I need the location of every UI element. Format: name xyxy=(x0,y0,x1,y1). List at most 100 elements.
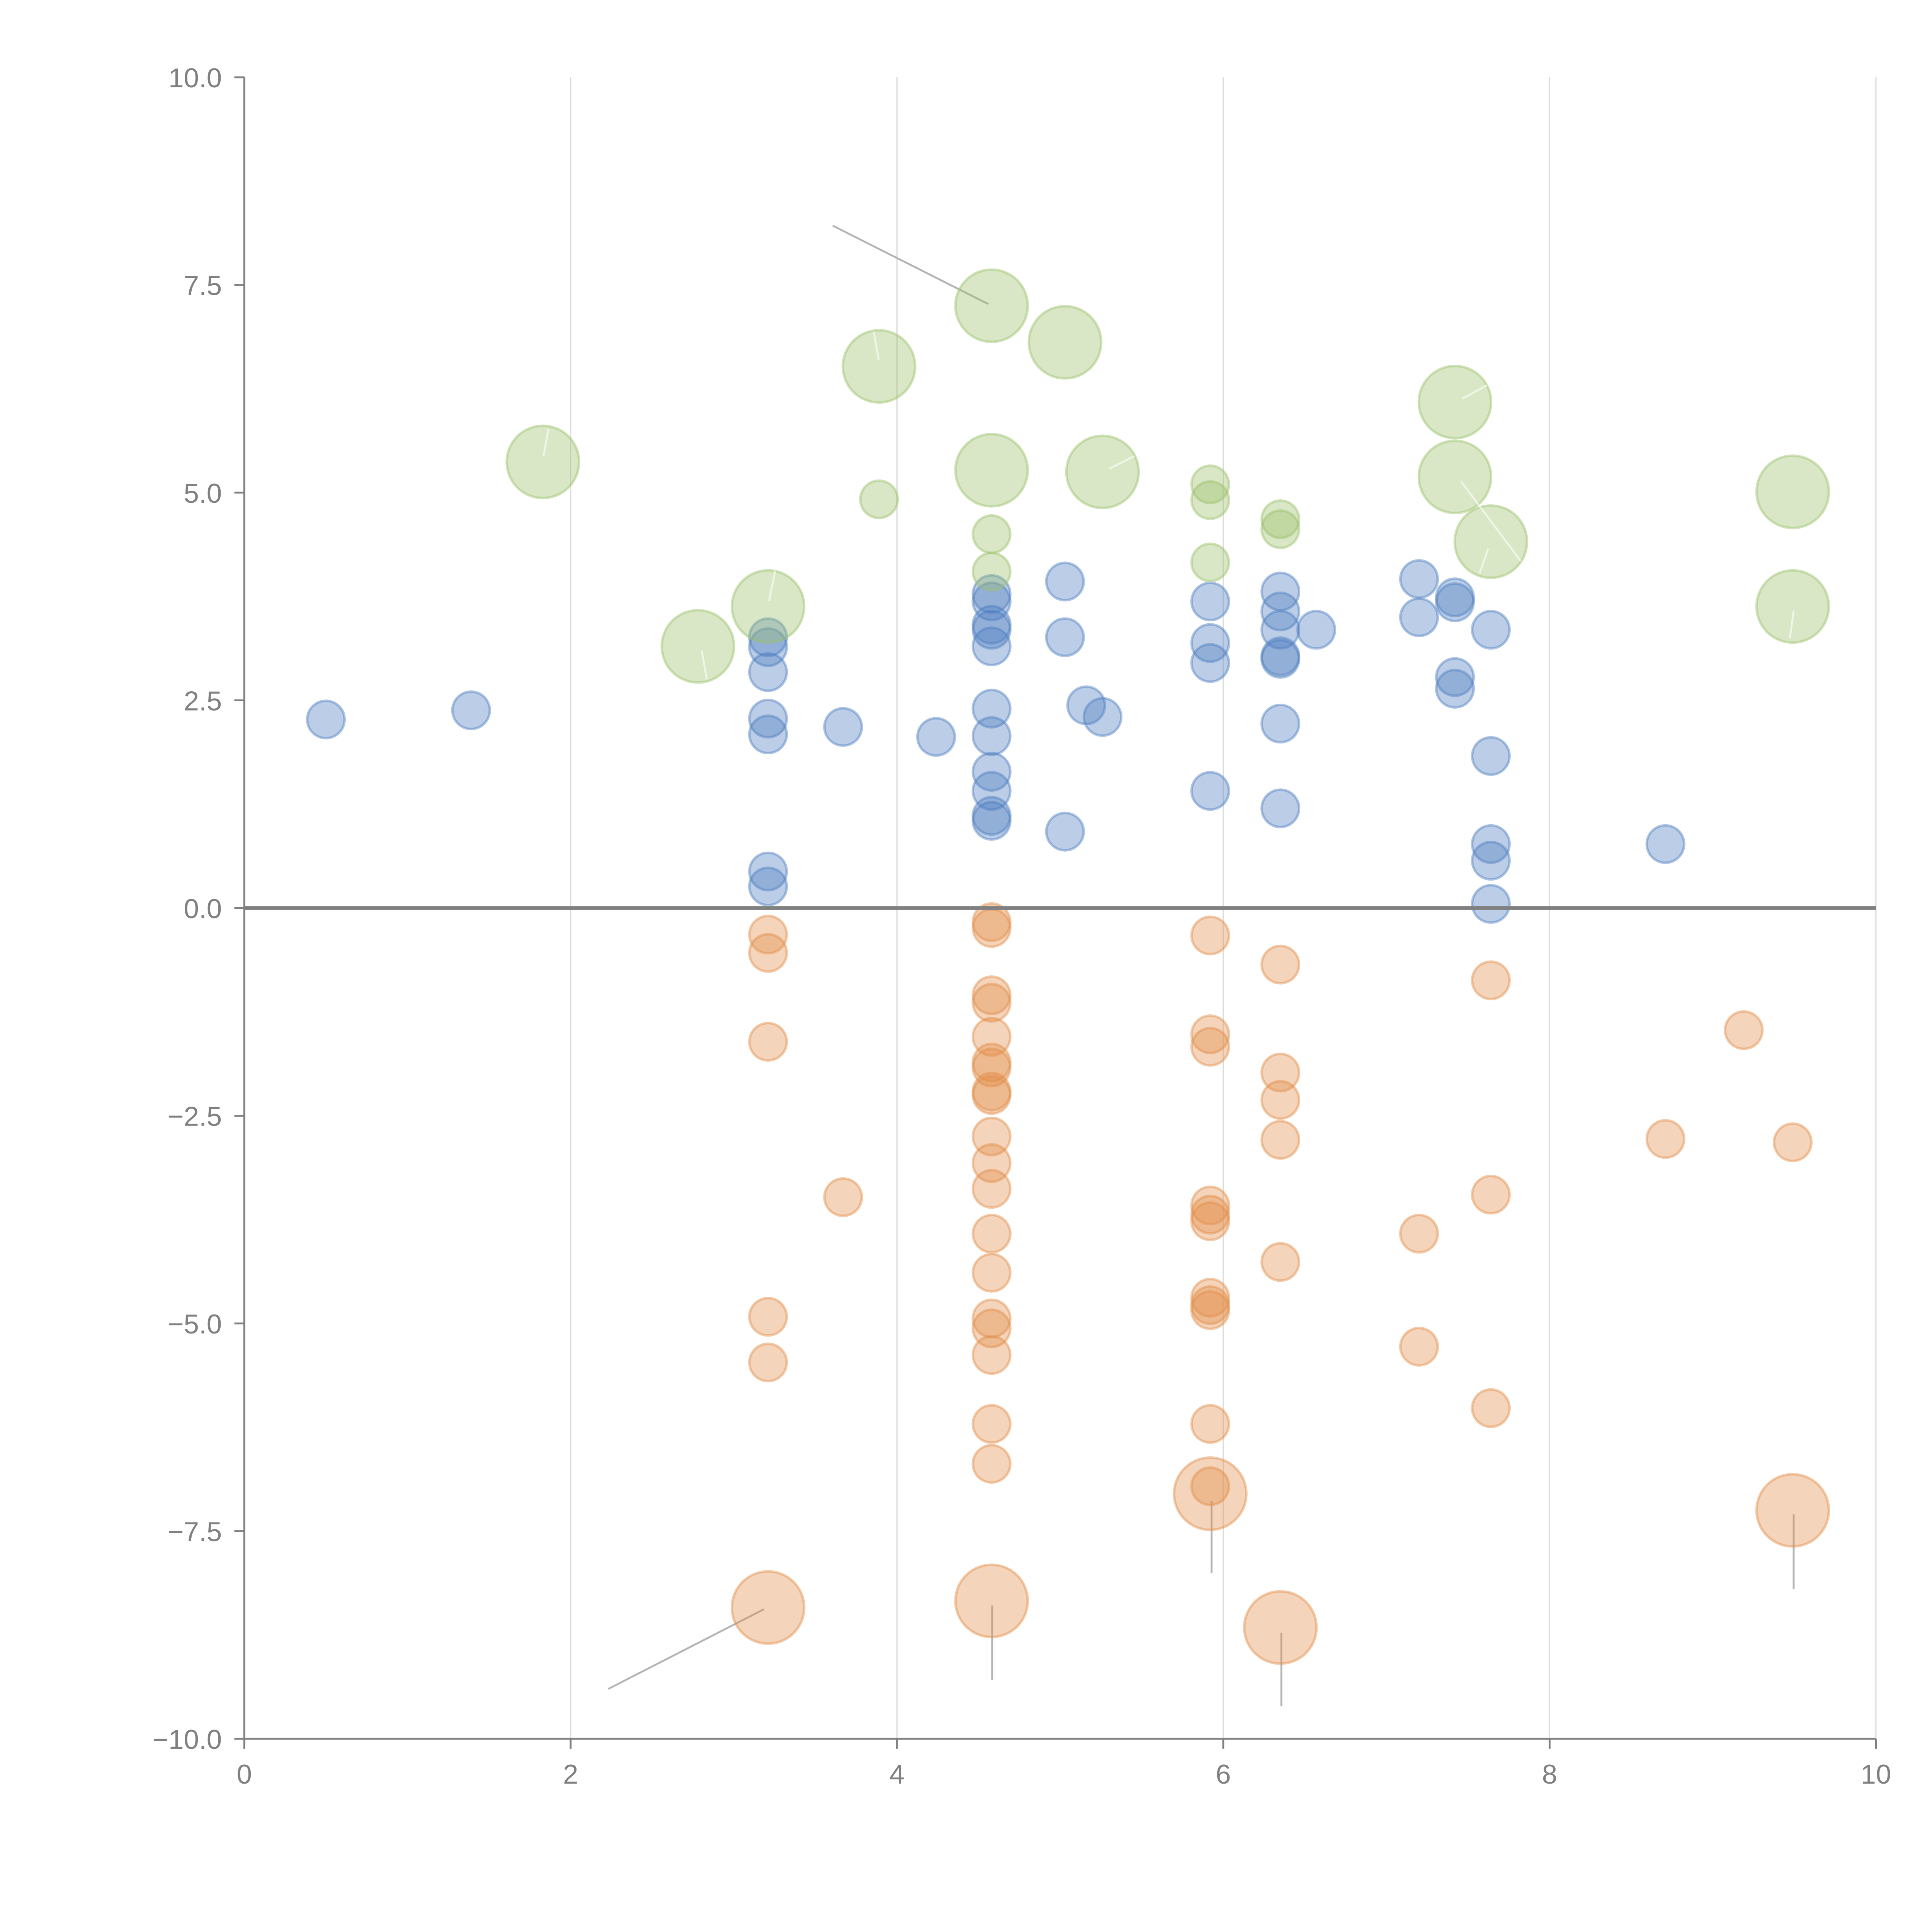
data-point-blue xyxy=(971,689,1012,729)
leader-line xyxy=(872,331,880,361)
data-point-blue xyxy=(1471,884,1511,924)
data-point-orange xyxy=(1260,1242,1301,1282)
data-point-orange xyxy=(971,1169,1012,1209)
data-point-orange xyxy=(1772,1122,1813,1162)
data-point-blue xyxy=(748,714,788,755)
data-point-green xyxy=(730,569,806,644)
data-point-green xyxy=(1417,364,1493,440)
data-point-orange xyxy=(954,1563,1029,1638)
data-point-blue xyxy=(1190,623,1230,663)
data-point-orange xyxy=(1243,1590,1318,1665)
data-point-orange xyxy=(971,983,1012,1023)
data-point-blue xyxy=(1082,697,1122,737)
x-tick-label: 2 xyxy=(563,1759,578,1790)
data-point-blue xyxy=(1435,577,1475,617)
data-point-orange xyxy=(823,1177,863,1217)
data-point-green xyxy=(1190,480,1230,520)
data-point-green xyxy=(1417,439,1493,514)
y-tick-label: 0.0 xyxy=(184,894,222,924)
series-orange xyxy=(730,902,1830,1665)
data-point-orange xyxy=(748,1297,788,1337)
data-point-blue xyxy=(748,627,788,667)
x-tick-label: 10 xyxy=(1861,1759,1891,1790)
leader-line xyxy=(1109,455,1135,470)
data-point-orange xyxy=(1471,1388,1511,1428)
data-point-blue xyxy=(971,716,1012,756)
data-points xyxy=(306,268,1830,1665)
data-point-green xyxy=(1453,504,1529,579)
data-point-blue xyxy=(971,582,1012,622)
data-point-orange xyxy=(1190,1185,1230,1226)
leader-line xyxy=(543,429,549,457)
data-point-blue xyxy=(1190,643,1230,683)
data-point-orange xyxy=(971,1043,1012,1083)
data-point-orange xyxy=(971,1075,1012,1115)
data-point-blue xyxy=(748,617,788,657)
data-point-blue xyxy=(1471,840,1511,881)
data-point-orange xyxy=(971,1298,1012,1338)
data-point-green xyxy=(1260,499,1301,539)
data-point-orange xyxy=(1260,1053,1301,1093)
data-point-green xyxy=(971,514,1012,554)
y-tick-label: 7.5 xyxy=(184,270,222,301)
data-point-blue xyxy=(748,699,788,739)
data-point-blue xyxy=(1190,771,1230,811)
data-point-orange xyxy=(1399,1214,1439,1254)
data-point-blue xyxy=(1260,788,1301,828)
data-point-blue xyxy=(1260,591,1301,632)
data-point-orange xyxy=(971,1071,1012,1112)
y-tick-label: −2.5 xyxy=(168,1101,222,1132)
data-point-blue xyxy=(1260,610,1301,650)
data-point-orange xyxy=(971,1116,1012,1156)
data-point-blue xyxy=(1399,597,1439,638)
data-point-blue xyxy=(971,610,1012,650)
data-point-blue xyxy=(1045,617,1085,657)
data-point-blue xyxy=(971,801,1012,841)
data-point-orange xyxy=(748,1342,788,1383)
data-point-orange xyxy=(1190,1014,1230,1054)
series-blue xyxy=(306,559,1685,924)
data-point-orange xyxy=(971,1444,1012,1484)
data-point-orange xyxy=(1190,1277,1230,1318)
data-point-green xyxy=(1190,542,1230,583)
data-point-blue xyxy=(1296,610,1337,650)
data-point-blue xyxy=(748,652,788,692)
annotation-leaders xyxy=(608,224,1795,1707)
data-point-orange xyxy=(1190,1285,1230,1325)
data-point-blue xyxy=(1435,657,1475,697)
y-tick-label: 5.0 xyxy=(184,478,222,509)
data-point-orange xyxy=(1645,1119,1685,1159)
data-point-orange xyxy=(971,1143,1012,1183)
data-point-orange xyxy=(971,1335,1012,1375)
y-tick-label: 2.5 xyxy=(184,686,222,716)
data-point-blue xyxy=(971,752,1012,792)
data-point-blue xyxy=(1045,561,1085,602)
data-point-green xyxy=(1260,509,1301,549)
data-point-blue xyxy=(971,574,1012,614)
x-tick-label: 0 xyxy=(237,1759,252,1790)
data-point-green xyxy=(971,551,1012,592)
data-point-blue xyxy=(1471,610,1511,650)
data-point-orange xyxy=(1260,1080,1301,1120)
leader-line xyxy=(1789,611,1795,638)
data-point-orange xyxy=(1260,1120,1301,1160)
data-point-blue xyxy=(1435,582,1475,622)
data-point-blue xyxy=(971,626,1012,667)
data-point-orange xyxy=(1173,1456,1248,1531)
data-point-orange xyxy=(1190,1194,1230,1235)
y-ticks: 10.0 7.5 5.0 2.5 0.0 −2.5 −5.0 −7.5 −10.0 xyxy=(153,63,245,1755)
data-point-blue xyxy=(916,717,956,757)
data-point-blue xyxy=(748,866,788,906)
data-point-blue xyxy=(1260,571,1301,612)
data-point-green xyxy=(1755,569,1830,644)
data-point-blue xyxy=(1260,704,1301,744)
data-point-green xyxy=(954,433,1029,508)
data-point-orange xyxy=(1190,1201,1230,1242)
data-point-orange xyxy=(971,902,1012,942)
data-point-green xyxy=(1190,464,1230,505)
data-point-blue xyxy=(1190,582,1230,622)
y-tick-label: −10.0 xyxy=(153,1725,222,1755)
data-point-orange xyxy=(1260,944,1301,985)
y-tick-label: −7.5 xyxy=(168,1517,222,1547)
leader-line xyxy=(608,1608,765,1690)
